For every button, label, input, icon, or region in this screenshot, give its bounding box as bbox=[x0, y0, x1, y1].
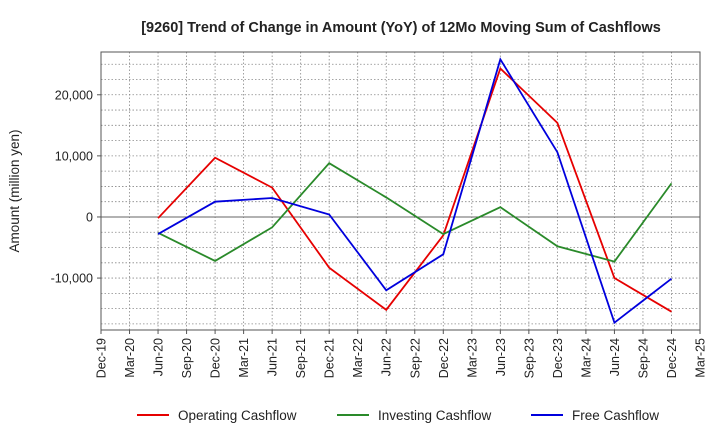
x-tick-label: Mar-24 bbox=[579, 338, 593, 378]
series-line-investing-cashflow bbox=[157, 162, 673, 263]
x-tick-label: Sep-22 bbox=[408, 338, 422, 378]
y-axis: -10,000 0 10,000 20,000 bbox=[51, 88, 101, 286]
legend: Operating Cashflow Investing Cashflow Free… bbox=[137, 408, 659, 423]
x-tick-label: Mar-23 bbox=[465, 338, 479, 378]
grid bbox=[100, 52, 701, 330]
x-tick-label: Sep-24 bbox=[636, 338, 650, 378]
y-tick-label: 20,000 bbox=[55, 88, 93, 102]
x-tick-label: Jun-24 bbox=[608, 338, 622, 376]
x-tick-label: Dec-20 bbox=[209, 338, 223, 378]
x-axis: Dec-19 Mar-20 Jun-20 Sep-20 Dec-20 Mar-21 Jun-… bbox=[95, 330, 708, 378]
x-tick-label: Jun-20 bbox=[152, 338, 166, 376]
y-tick-label: 0 bbox=[86, 210, 93, 224]
x-tick-label: Sep-20 bbox=[180, 338, 194, 378]
y-axis-title: Amount (million yen) bbox=[7, 129, 22, 252]
x-tick-label: Dec-23 bbox=[551, 338, 565, 378]
series-line-free-cashflow bbox=[157, 57, 673, 325]
y-tick-label: -10,000 bbox=[51, 272, 93, 286]
x-tick-label: Sep-23 bbox=[522, 338, 536, 378]
x-tick-label: Mar-22 bbox=[351, 338, 365, 378]
x-tick-label: Jun-23 bbox=[494, 338, 508, 376]
legend-label: Operating Cashflow bbox=[178, 408, 297, 423]
chart-title: [9260] Trend of Change in Amount (YoY) o… bbox=[141, 20, 661, 36]
x-tick-label: Sep-21 bbox=[294, 338, 308, 378]
legend-label: Free Cashflow bbox=[572, 408, 659, 423]
x-tick-label: Dec-19 bbox=[95, 338, 109, 378]
x-tick-label: Mar-21 bbox=[237, 338, 251, 378]
plot-area bbox=[100, 51, 701, 331]
x-tick-label: Jun-22 bbox=[380, 338, 394, 376]
x-tick-label: Jun-21 bbox=[266, 338, 280, 376]
legend-label: Investing Cashflow bbox=[378, 408, 492, 423]
x-tick-label: Dec-22 bbox=[437, 338, 451, 378]
y-tick-label: 10,000 bbox=[55, 149, 93, 163]
x-tick-label: Dec-24 bbox=[665, 338, 679, 378]
series-lines bbox=[157, 57, 673, 325]
x-tick-label: Mar-25 bbox=[694, 338, 708, 378]
x-tick-label: Dec-21 bbox=[323, 338, 337, 378]
x-tick-label: Mar-20 bbox=[123, 338, 137, 378]
